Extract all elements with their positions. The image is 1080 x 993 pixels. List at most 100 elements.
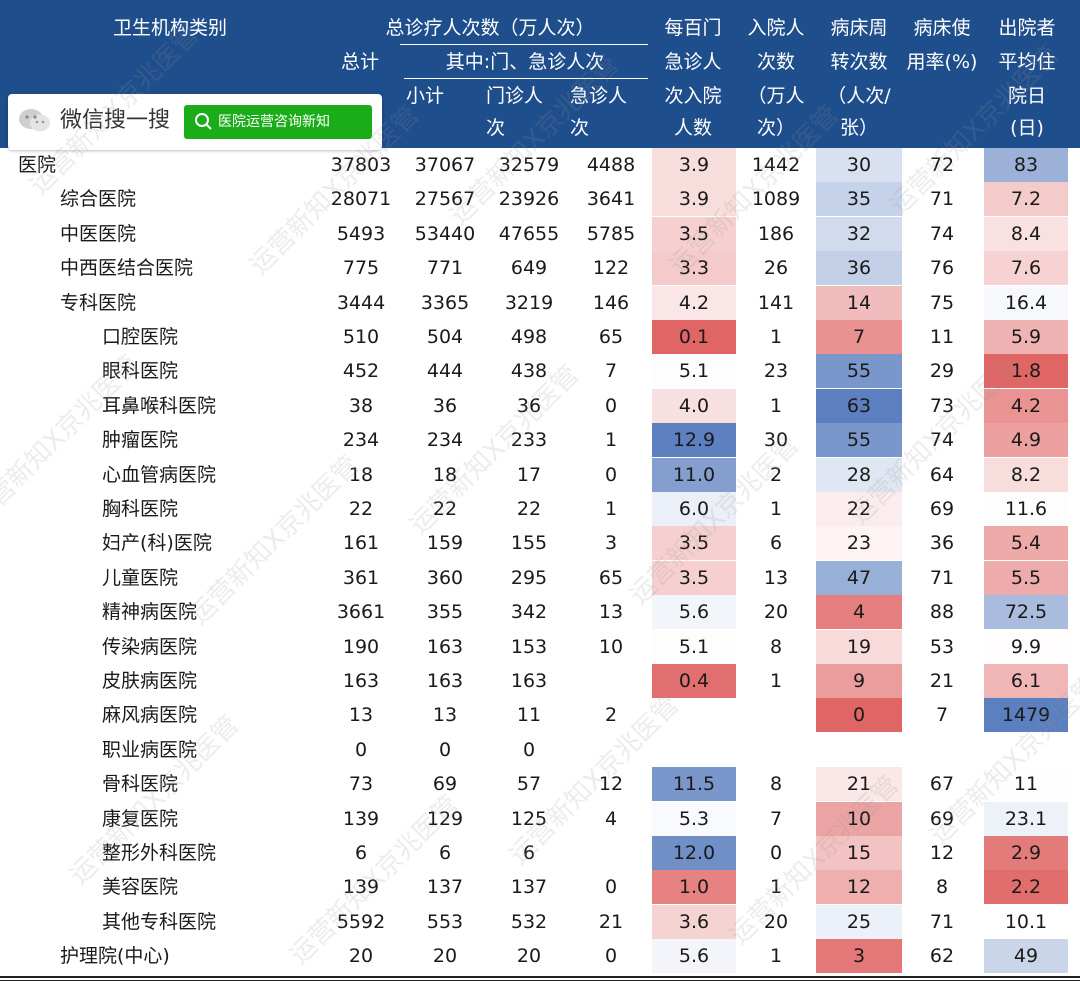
cell-admit: 3.5 xyxy=(652,216,736,251)
cell-sub: 444 xyxy=(426,360,464,383)
row-label: 眼科医院 xyxy=(102,360,179,383)
cell-inp: 13 xyxy=(763,566,789,589)
cell-out: 3219 xyxy=(504,291,554,314)
cell-turn: 3 xyxy=(816,939,902,974)
cell-use xyxy=(902,733,982,767)
table-row: 康复医院 139 129 125 4 5.3 7 10 69 23.1 xyxy=(0,801,1080,836)
header-total-visits: 总诊疗人次数（万人次） xyxy=(385,17,595,39)
row-label: 专科医院 xyxy=(60,291,137,314)
cell-sub: 355 xyxy=(426,601,464,624)
row-label: 护理院(中心) xyxy=(60,945,170,968)
header-underline-visits xyxy=(400,44,648,45)
cell-em xyxy=(572,836,650,870)
cell-em: 1 xyxy=(604,429,618,452)
cell-admit xyxy=(652,698,736,732)
cell-turn: 55 xyxy=(816,354,902,389)
cell-sub: 159 xyxy=(426,532,464,555)
row-label: 医院 xyxy=(18,154,57,176)
cell-stay: 49 xyxy=(984,939,1068,974)
header-emergency-1: 急诊人 xyxy=(570,85,628,107)
cell-admit: 3.6 xyxy=(652,904,736,939)
cell-sub: 3365 xyxy=(420,291,470,314)
cell-stay: 10.1 xyxy=(984,904,1068,939)
cell-admit: 3.3 xyxy=(652,251,736,286)
row-label: 皮肤病医院 xyxy=(102,670,198,692)
cell-out: 47655 xyxy=(498,222,560,245)
cell-total: 139 xyxy=(342,807,380,830)
cell-inp: 1442 xyxy=(751,154,801,176)
cell-stay: 7.6 xyxy=(984,251,1068,286)
wechat-search-text: 医院运营咨询新知 xyxy=(218,114,330,130)
cell-inp: 186 xyxy=(757,222,795,245)
cell-turn: 12 xyxy=(816,870,902,905)
cell-out: 22 xyxy=(516,498,542,520)
header-admit-2: 急诊人 xyxy=(664,51,722,73)
cell-inp: 8 xyxy=(769,773,783,796)
cell-stay xyxy=(984,733,1068,767)
cell-total: 775 xyxy=(342,257,380,280)
cell-sub: 69 xyxy=(432,773,458,796)
cell-total: 234 xyxy=(342,429,380,452)
cell-inp: 7 xyxy=(769,807,783,830)
cell-turn: 47 xyxy=(816,560,902,595)
cell-admit: 11.0 xyxy=(652,457,736,492)
cell-stay: 5.5 xyxy=(984,560,1068,595)
table-row: 心血管病医院 18 18 17 0 11.0 2 28 64 8.2 xyxy=(0,457,1080,492)
table-row: 中西医结合医院 775 771 649 122 3.3 26 36 76 7.6 xyxy=(0,251,1080,286)
cell-sub: 53440 xyxy=(414,222,476,245)
cell-em: 1 xyxy=(604,498,618,520)
cell-inp: 1 xyxy=(769,498,783,520)
cell-turn: 32 xyxy=(816,216,902,251)
cell-em: 2 xyxy=(604,704,618,727)
cell-admit: 0.1 xyxy=(652,320,736,354)
cell-sub: 360 xyxy=(426,566,464,589)
cell-sub: 18 xyxy=(432,463,458,486)
header-among: 其中:门、急诊人次 xyxy=(445,51,605,73)
cell-use: 29 xyxy=(929,360,955,383)
cell-admit: 4.0 xyxy=(652,388,736,423)
cell-sub: 163 xyxy=(426,635,464,658)
header-inp-1: 入院人 xyxy=(747,17,805,39)
cell-use: 53 xyxy=(929,635,955,658)
header-inp-4: 次） xyxy=(756,117,795,139)
row-label: 骨科医院 xyxy=(102,773,179,796)
cell-total: 20 xyxy=(348,945,374,968)
table-row: 专科医院 3444 3365 3219 146 4.2 141 14 75 16.4 xyxy=(0,285,1080,320)
cell-em: 0 xyxy=(604,945,618,968)
cell-turn: 19 xyxy=(816,629,902,664)
row-label: 心血管病医院 xyxy=(102,463,217,486)
table-row: 眼科医院 452 444 438 7 5.1 23 55 29 1.8 xyxy=(0,354,1080,389)
cell-admit: 3.9 xyxy=(652,182,736,217)
cell-out: 342 xyxy=(510,601,548,624)
cell-out: 649 xyxy=(510,257,548,280)
cell-out: 233 xyxy=(510,429,548,452)
cell-turn: 23 xyxy=(816,526,902,561)
cell-inp: 1 xyxy=(769,670,783,692)
cell-admit: 0.4 xyxy=(652,664,736,698)
cell-out: 532 xyxy=(510,910,548,933)
cell-total: 3444 xyxy=(336,291,386,314)
wechat-search-banner[interactable]: 微信搜一搜 医院运营咨询新知 xyxy=(8,94,382,150)
cell-sub: 27567 xyxy=(414,188,476,211)
cell-inp: 1 xyxy=(769,876,783,899)
cell-total: 161 xyxy=(342,532,380,555)
wechat-search-button[interactable]: 医院运营咨询新知 xyxy=(184,105,372,139)
cell-inp: 141 xyxy=(757,291,795,314)
cell-stay: 11.6 xyxy=(984,492,1068,526)
cell-stay: 23.1 xyxy=(984,801,1068,836)
cell-total: 139 xyxy=(342,876,380,899)
cell-use: 72 xyxy=(929,154,955,176)
cell-use: 88 xyxy=(929,601,955,624)
cell-out: 155 xyxy=(510,532,548,555)
cell-out: 163 xyxy=(510,670,548,692)
header-outpatient-2: 次 xyxy=(486,117,506,139)
row-label: 整形外科医院 xyxy=(102,842,217,864)
cell-em: 146 xyxy=(592,291,630,314)
cell-sub: 13 xyxy=(432,704,458,727)
cell-turn: 15 xyxy=(816,836,902,870)
cell-out: 153 xyxy=(510,635,548,658)
table-row: 妇产(科)医院 161 159 155 3 3.5 6 23 36 5.4 xyxy=(0,526,1080,561)
header-admit-4: 人数 xyxy=(673,117,712,139)
header-turn-3: （人次/ xyxy=(827,85,891,107)
table-bottom-rule xyxy=(0,979,1080,981)
